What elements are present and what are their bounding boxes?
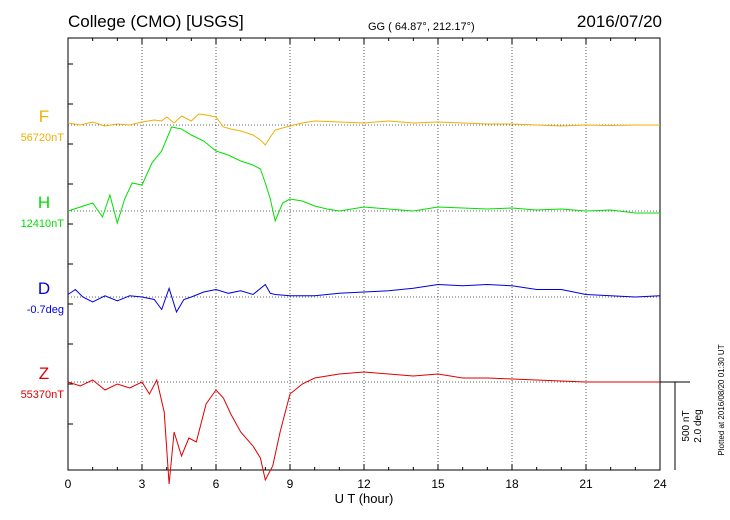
baseline-label-H: 12410nT [21,218,65,230]
component-traces [67,113,661,485]
label-Z: Z [39,364,49,383]
baseline-label-Z: 55370nT [21,389,65,401]
x-tick-label: 3 [139,477,146,491]
trace-Z [67,371,660,485]
axis-ticks [67,38,661,470]
scale-bar-nt: 500 nT [681,410,692,441]
x-tick-label: 18 [505,477,519,491]
x-tick-label: 9 [287,477,294,491]
x-tick-label: 21 [579,477,593,491]
x-tick-labels: 0 3 6 9 12 15 18 21 24 [65,477,667,491]
label-D: D [38,279,50,298]
x-tick-label: 15 [431,477,445,491]
x-axis-label: U T (hour) [335,491,394,506]
station-title: College (CMO) [USGS] [68,12,244,31]
x-tick-label: 24 [653,477,667,491]
x-tick-label: 12 [357,477,371,491]
baseline-label-D: -0.7deg [27,304,64,316]
x-tick-label: 6 [213,477,220,491]
plotted-at-note: Plotted at 2016/08/20 01:30 UT [717,344,726,455]
plot-date: 2016/07/20 [576,12,662,31]
trace-D [67,283,661,314]
trace-F [67,113,660,146]
baseline-label-F: 56720nT [21,132,65,144]
geographic-coordinates: GG ( 64.87°, 212.17°) [368,21,475,33]
scale-bar-deg: 2.0 deg [693,409,704,442]
x-tick-label: 0 [65,477,72,491]
trace-H [67,126,660,225]
label-F: F [39,107,49,126]
component-labels: F 56720nT H 12410nT D -0.7deg Z 55370nT [21,107,65,401]
scale-bar: 500 nT 2.0 deg [660,381,704,470]
label-H: H [38,193,50,212]
grid-lines [68,38,660,470]
